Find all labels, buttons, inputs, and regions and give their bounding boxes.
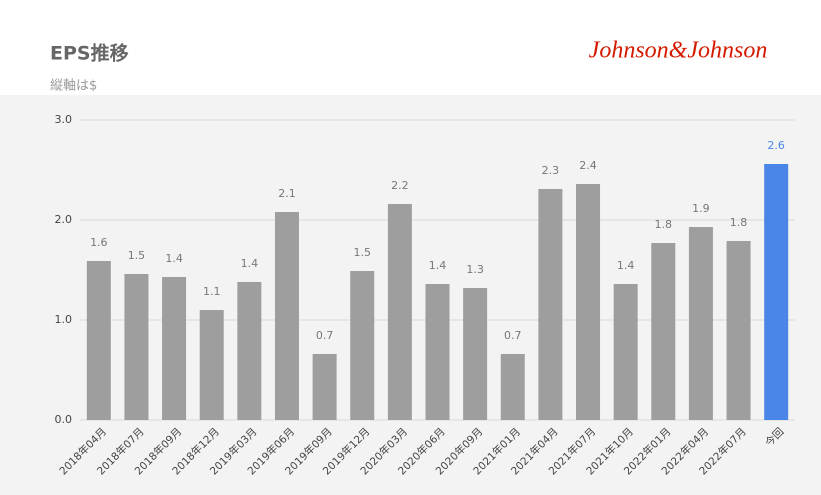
y-tick-label: 0.0: [55, 413, 73, 426]
bar: [274, 212, 299, 420]
value-label: 1.8: [730, 216, 748, 229]
value-label: 2.3: [542, 164, 560, 177]
bar: [764, 164, 789, 420]
chart-title: EPS推移: [50, 42, 129, 65]
value-label: 1.4: [617, 259, 635, 272]
bar: [651, 243, 676, 420]
value-label: 0.7: [504, 329, 522, 342]
bar: [576, 184, 601, 420]
value-label: 1.4: [429, 259, 447, 272]
value-label: 1.4: [165, 252, 183, 265]
y-tick-label: 1.0: [55, 313, 73, 326]
value-label: 2.4: [579, 159, 597, 172]
logo: Johnson&Johnson: [589, 38, 768, 64]
bar: [124, 274, 149, 420]
bar: [538, 189, 563, 420]
value-label: 0.7: [316, 329, 334, 342]
bar: [312, 354, 337, 420]
bar: [237, 282, 262, 420]
bar: [463, 288, 488, 420]
bar: [425, 284, 450, 420]
bar: [688, 227, 713, 420]
value-label: 1.6: [90, 236, 108, 249]
chart-subtitle: 縦軸は$: [50, 79, 97, 94]
bar: [86, 261, 111, 420]
value-label: 1.1: [203, 285, 221, 298]
value-label: 1.3: [466, 263, 484, 276]
value-label: 2.6: [767, 139, 785, 152]
bar: [387, 204, 412, 420]
bar: [199, 310, 224, 420]
value-label: 2.1: [278, 187, 296, 200]
value-label: 1.9: [692, 202, 710, 215]
y-tick-label: 2.0: [55, 213, 73, 226]
bar: [613, 284, 638, 420]
bar: [162, 277, 187, 420]
y-tick-label: 3.0: [55, 113, 73, 126]
value-label: 2.2: [391, 179, 409, 192]
bar: [500, 354, 525, 420]
value-label: 1.5: [353, 246, 371, 259]
value-label: 1.8: [655, 218, 673, 231]
value-label: 1.4: [241, 257, 259, 270]
bar: [350, 271, 375, 420]
value-label: 1.5: [128, 249, 146, 262]
bar: [726, 241, 751, 420]
